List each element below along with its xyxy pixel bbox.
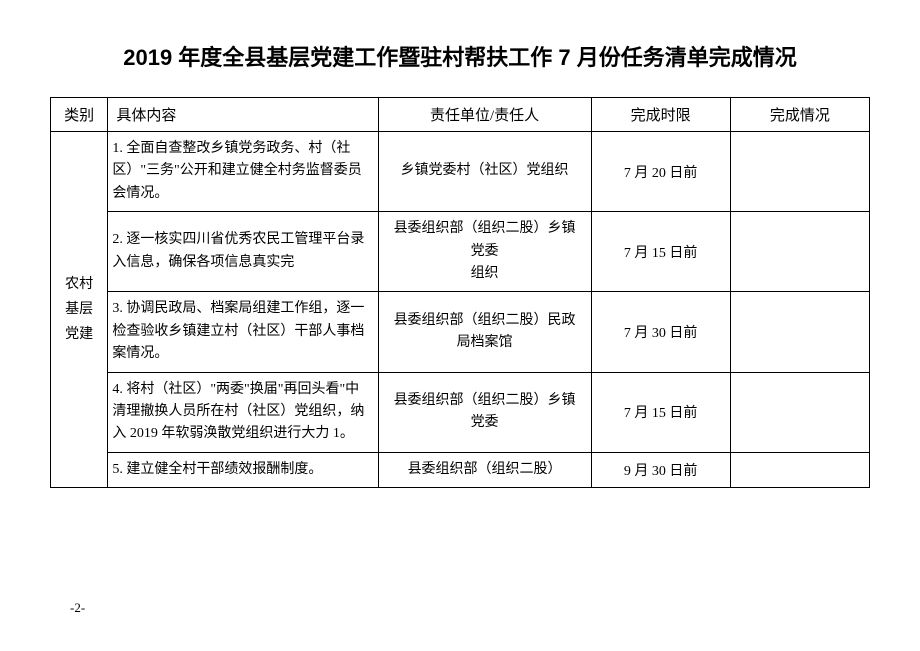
deadline-cell: 9 月 30 日前 — [591, 452, 730, 487]
deadline-cell: 7 月 15 日前 — [591, 372, 730, 452]
deadline-cell: 7 月 15 日前 — [591, 212, 730, 292]
document-title: 2019 年度全县基层党建工作暨驻村帮扶工作 7 月份任务清单完成情况 — [50, 40, 870, 72]
task-table: 类别 具体内容 责任单位/责任人 完成时限 完成情况 农村基层党建 1. 全面自… — [50, 97, 870, 488]
table-row: 农村基层党建 1. 全面自查整改乡镇党务政务、村（社区）"三务"公开和建立健全村… — [51, 132, 870, 212]
content-cell: 1. 全面自查整改乡镇党务政务、村（社区）"三务"公开和建立健全村务监督委员会情… — [108, 132, 378, 212]
table-row: 2. 逐一核实四川省优秀农民工管理平台录入信息，确保各项信息真实完 县委组织部（… — [51, 212, 870, 292]
content-cell: 3. 协调民政局、档案局组建工作组，逐一检查验收乡镇建立村（社区）干部人事档案情… — [108, 292, 378, 372]
content-cell: 4. 将村（社区）"两委"换届"再回头看"中清理撤换人员所在村（社区）党组织，纳… — [108, 372, 378, 452]
content-cell: 2. 逐一核实四川省优秀农民工管理平台录入信息，确保各项信息真实完 — [108, 212, 378, 292]
deadline-cell: 7 月 20 日前 — [591, 132, 730, 212]
status-cell — [730, 212, 869, 292]
table-row: 5. 建立健全村干部绩效报酬制度。 县委组织部（组织二股） 9 月 30 日前 — [51, 452, 870, 487]
responsible-cell: 县委组织部（组织二股）乡镇党委组织 — [378, 212, 591, 292]
header-content: 具体内容 — [108, 98, 378, 132]
responsible-cell: 乡镇党委村（社区）党组织 — [378, 132, 591, 212]
responsible-cell: 县委组织部（组织二股）乡镇党委 — [378, 372, 591, 452]
status-cell — [730, 132, 869, 212]
responsible-cell: 县委组织部（组织二股）民政局档案馆 — [378, 292, 591, 372]
content-cell: 5. 建立健全村干部绩效报酬制度。 — [108, 452, 378, 487]
header-deadline: 完成时限 — [591, 98, 730, 132]
deadline-cell: 7 月 30 日前 — [591, 292, 730, 372]
status-cell — [730, 372, 869, 452]
header-status: 完成情况 — [730, 98, 869, 132]
table-row: 4. 将村（社区）"两委"换届"再回头看"中清理撤换人员所在村（社区）党组织，纳… — [51, 372, 870, 452]
category-cell: 农村基层党建 — [51, 132, 108, 488]
status-cell — [730, 452, 869, 487]
responsible-cell: 县委组织部（组织二股） — [378, 452, 591, 487]
header-category: 类别 — [51, 98, 108, 132]
table-row: 3. 协调民政局、档案局组建工作组，逐一检查验收乡镇建立村（社区）干部人事档案情… — [51, 292, 870, 372]
page-number: -2- — [70, 600, 85, 616]
table-header-row: 类别 具体内容 责任单位/责任人 完成时限 完成情况 — [51, 98, 870, 132]
header-responsible: 责任单位/责任人 — [378, 98, 591, 132]
status-cell — [730, 292, 869, 372]
